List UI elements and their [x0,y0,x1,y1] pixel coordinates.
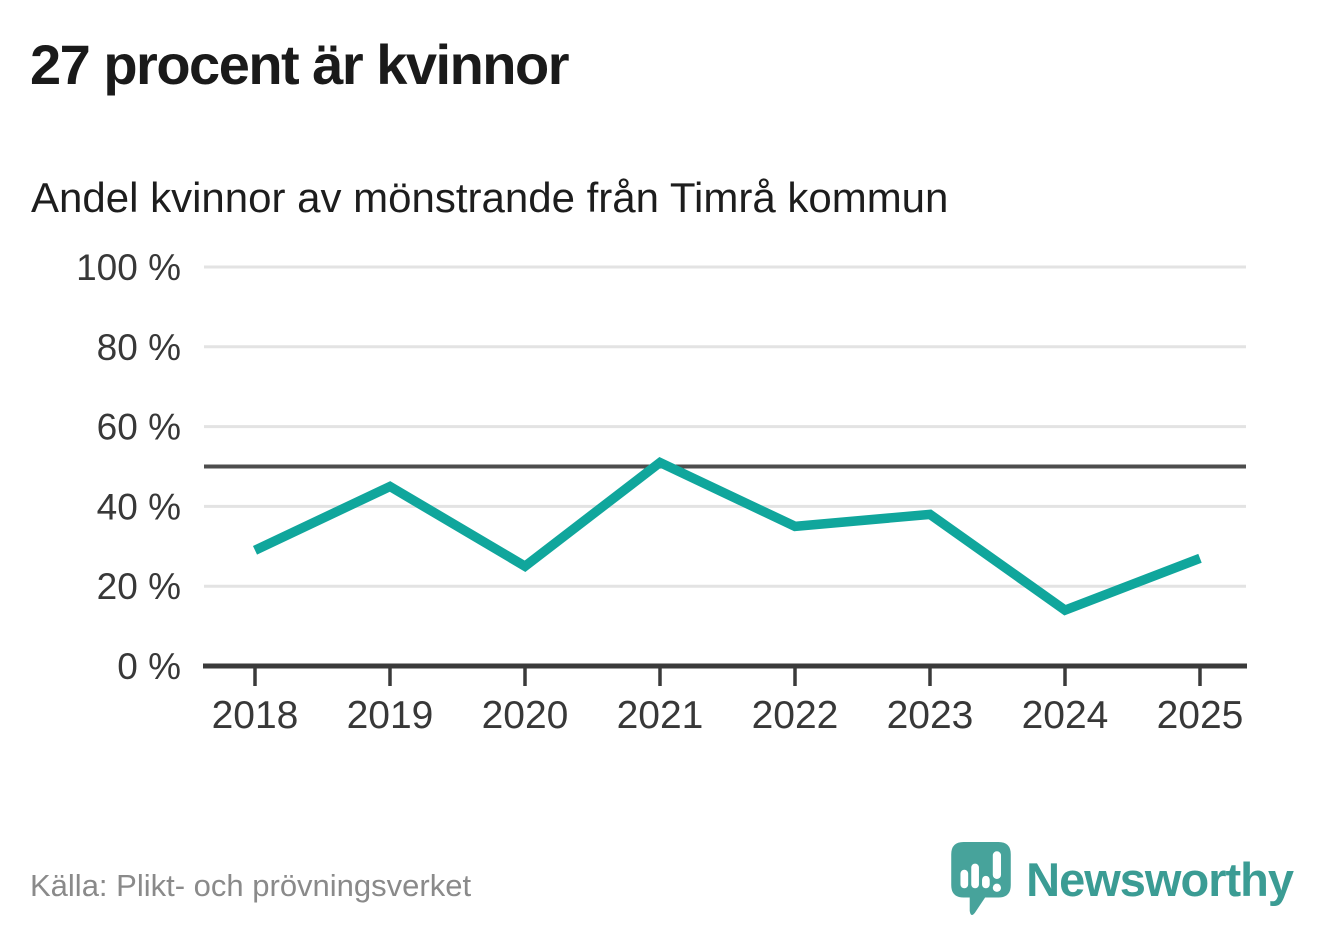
data-line-Andel kvinnor [252,456,1202,616]
logo-exclamation-dot [992,883,1002,892]
chart-title: 27 procent är kvinnor [30,33,570,96]
logo-speech-bubble [951,842,1011,916]
x-tick-label-2024: 2024 [1022,694,1109,737]
newsworthy-logo: Newsworthy [949,840,1294,918]
y-tick-label-80: 80 % [97,327,181,368]
x-tick-label-2018: 2018 [212,694,299,737]
y-tick-label-60: 60 % [97,407,181,448]
logo-bar-1 [960,869,969,889]
x-tick-label-2020: 2020 [482,694,569,737]
y-tick-label-0: 0 % [117,646,181,687]
x-tick-label-2021: 2021 [617,694,704,737]
x-tick-label-2025: 2025 [1157,694,1244,737]
x-tick-label-2019: 2019 [347,694,434,737]
x-tick-label-2022: 2022 [752,694,839,737]
y-tick-label-100: 100 % [76,247,181,288]
x-tick-label-2023: 2023 [887,694,974,737]
y-tick-label-20: 20 % [97,566,181,607]
chart-subtitle: Andel kvinnor av mönstrande från Timrå k… [31,174,949,221]
newsworthy-logo-icon [951,842,1011,916]
logo-bar-3 [982,875,990,889]
source-note: Källa: Plikt- och prövningsverket [30,868,472,903]
logo-exclamation-bar [992,851,1002,879]
newsworthy-logo-text: Newsworthy [1026,852,1294,906]
y-tick-label-40: 40 % [97,486,181,527]
logo-bar-2 [971,863,980,889]
